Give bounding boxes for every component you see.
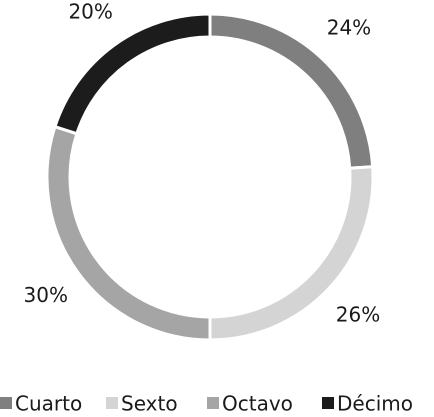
- legend-label: Décimo: [337, 392, 413, 416]
- legend-swatch: [322, 397, 334, 409]
- data-label: 24%: [327, 16, 371, 40]
- legend-label: Octavo: [222, 392, 293, 416]
- legend-label: Cuarto: [15, 392, 82, 416]
- legend-swatch: [207, 397, 219, 409]
- legend-label: Sexto: [121, 392, 178, 416]
- legend-swatch: [0, 397, 12, 409]
- donut-segment: [53, 12, 212, 136]
- legend-swatch: [106, 397, 118, 409]
- donut-segment: [45, 124, 212, 342]
- data-label: 26%: [336, 302, 380, 326]
- data-label: 30%: [24, 283, 68, 307]
- data-label: 20%: [68, 0, 112, 23]
